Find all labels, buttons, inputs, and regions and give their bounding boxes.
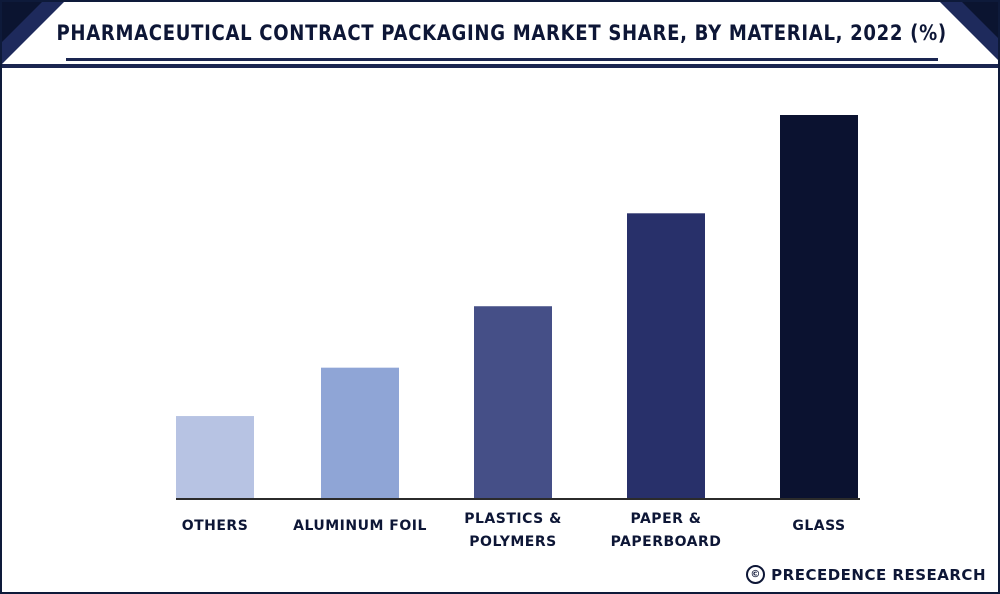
x-tick-label: PLASTICS & — [464, 511, 562, 527]
source-label: PRECEDENCE RESEARCH — [771, 566, 986, 584]
x-tick-label: ALUMINUM FOIL — [293, 518, 427, 534]
bar-plastics-polymers — [474, 306, 552, 499]
bar-paper-paperboard — [627, 213, 705, 499]
x-tick-label: OTHERS — [182, 518, 249, 534]
bar-others — [176, 416, 254, 499]
copyright-icon: © — [746, 565, 765, 584]
bar-aluminum-foil — [321, 368, 399, 499]
x-tick-label: PAPERBOARD — [611, 534, 722, 550]
bar-glass — [780, 115, 858, 499]
x-tick-label: GLASS — [792, 518, 845, 534]
bars-group — [176, 115, 858, 499]
x-tick-labels: OTHERS ALUMINUM FOIL PLASTICS & POLYMERS PAP… — [182, 511, 846, 550]
source-credit: © PRECEDENCE RESEARCH — [746, 565, 986, 584]
x-tick-label: PAPER & — [631, 511, 702, 527]
x-tick-label: POLYMERS — [469, 534, 556, 550]
